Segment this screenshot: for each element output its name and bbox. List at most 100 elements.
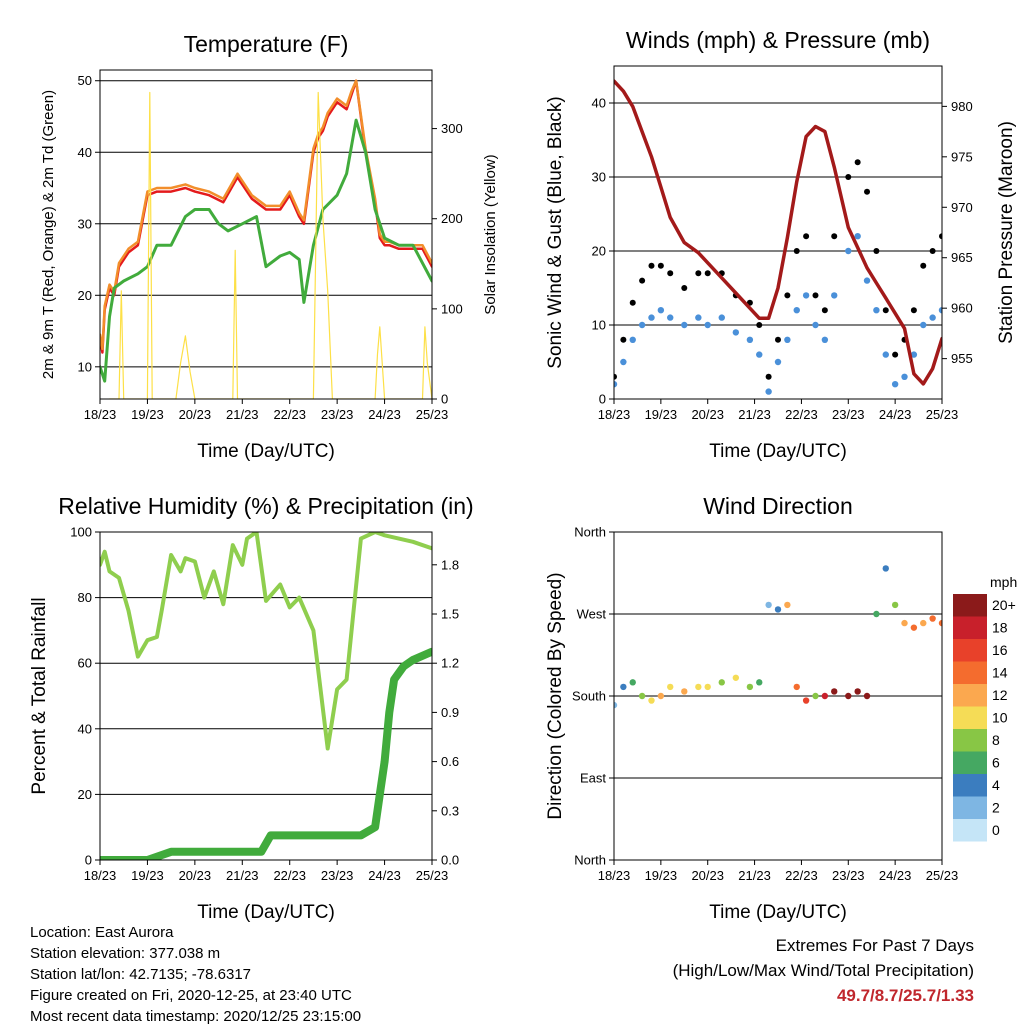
point-gust bbox=[704, 270, 711, 277]
point-direction bbox=[863, 692, 871, 700]
x-tick-label: 23/23 bbox=[321, 868, 354, 883]
x-tick-label: 25/23 bbox=[926, 407, 959, 422]
y-tick-label: 0 bbox=[85, 853, 92, 868]
x-tick-label: 23/23 bbox=[832, 407, 865, 422]
point-wind bbox=[704, 321, 711, 329]
x-tick-label: 20/23 bbox=[179, 407, 212, 422]
point-gust bbox=[882, 307, 889, 314]
point-wind bbox=[629, 336, 636, 343]
point-gust bbox=[648, 262, 655, 269]
timestamp-text: Most recent data timestamp: 2020/12/25 2… bbox=[30, 1008, 362, 1025]
x-tick-label: 20/23 bbox=[179, 868, 212, 883]
point-gust bbox=[910, 307, 917, 314]
location-text: Location: East Aurora bbox=[30, 924, 174, 941]
legend-label: 14 bbox=[992, 665, 1008, 681]
y-right-tick-label: 0.9 bbox=[441, 705, 459, 720]
legend-label: 6 bbox=[992, 755, 1000, 771]
point-gust bbox=[864, 188, 871, 195]
y-tick-label: North bbox=[574, 853, 606, 868]
point-direction bbox=[812, 692, 819, 700]
elevation-text: Station elevation: 377.038 m bbox=[30, 945, 221, 962]
point-wind bbox=[831, 292, 838, 299]
point-gust bbox=[831, 233, 838, 240]
y-right-tick-label: 0.3 bbox=[441, 803, 459, 818]
y-tick-label: 40 bbox=[592, 96, 606, 111]
y-tick-label: 60 bbox=[78, 656, 92, 671]
chart-title: Temperature (F) bbox=[184, 31, 349, 57]
point-wind bbox=[901, 373, 908, 380]
point-direction bbox=[802, 697, 810, 704]
point-gust bbox=[756, 322, 763, 328]
point-direction bbox=[638, 692, 646, 700]
x-tick-label: 19/23 bbox=[131, 868, 164, 883]
series-solar-insolation bbox=[108, 91, 432, 399]
point-gust bbox=[775, 336, 781, 343]
point-gust bbox=[765, 373, 772, 380]
legend-label: 20+ bbox=[992, 597, 1016, 613]
y-right-tick-label: 300 bbox=[441, 121, 463, 136]
legend-label: 0 bbox=[992, 822, 1000, 838]
legend-label: 8 bbox=[992, 732, 1000, 748]
extremes-values: 49.7/8.7/25.7/1.33 bbox=[836, 986, 974, 1005]
panel-1: 10 20 30 40 50 0 100 200 300 18/23 19/23 20/23 21/23… bbox=[40, 31, 499, 462]
x-tick-label: 18/23 bbox=[84, 868, 117, 883]
legend-label: 16 bbox=[992, 642, 1008, 658]
x-tick-label: 19/23 bbox=[131, 407, 164, 422]
point-gust bbox=[812, 292, 819, 299]
x-tick-label: 25/23 bbox=[416, 868, 449, 883]
y-right-tick-label: 970 bbox=[951, 200, 973, 215]
y-tick-label: 20 bbox=[78, 288, 92, 303]
y-right-tick-label: 960 bbox=[951, 301, 973, 316]
panel-3: 0 20 40 60 80 100 0.0 0.3 0.6 0.9 1.2 1.5 1.8 18/23 19… bbox=[29, 493, 474, 923]
point-direction bbox=[910, 624, 918, 631]
x-tick-label: 25/23 bbox=[926, 868, 959, 883]
x-axis-label: Time (Day/UTC) bbox=[197, 441, 335, 462]
point-wind bbox=[845, 247, 852, 255]
point-wind bbox=[802, 292, 810, 299]
point-wind bbox=[648, 314, 655, 321]
legend-title: mph bbox=[990, 574, 1017, 590]
point-direction bbox=[746, 683, 754, 691]
legend-label: 4 bbox=[992, 777, 1000, 793]
point-direction bbox=[732, 674, 740, 681]
point-direction bbox=[756, 679, 763, 686]
legend-label: 10 bbox=[992, 710, 1008, 726]
x-tick-label: 21/23 bbox=[738, 407, 771, 422]
point-direction bbox=[681, 688, 688, 695]
x-tick-label: 21/23 bbox=[738, 868, 771, 883]
legend-swatch bbox=[953, 616, 987, 639]
point-gust bbox=[892, 351, 899, 358]
created-text: Figure created on Fri, 2020-12-25, at 23… bbox=[30, 987, 352, 1004]
point-direction bbox=[765, 601, 772, 609]
latlon-text: Station lat/lon: 42.7135; -78.6317 bbox=[30, 966, 252, 983]
y-tick-label: 30 bbox=[592, 170, 606, 185]
point-gust bbox=[681, 285, 688, 291]
legend-swatch bbox=[953, 819, 987, 842]
legend-swatch bbox=[953, 684, 987, 707]
y-right-tick-label: 1.5 bbox=[441, 607, 459, 622]
point-gust bbox=[667, 270, 674, 277]
point-direction bbox=[648, 697, 655, 704]
point-wind bbox=[746, 336, 754, 343]
y-right-tick-label: 100 bbox=[441, 301, 463, 316]
point-direction bbox=[695, 683, 702, 691]
y-right-tick-label: 965 bbox=[951, 250, 973, 265]
plot-frame bbox=[613, 531, 943, 861]
point-direction bbox=[901, 619, 908, 627]
point-direction bbox=[657, 692, 665, 700]
point-wind bbox=[873, 307, 880, 314]
point-direction bbox=[845, 692, 852, 700]
point-wind bbox=[667, 314, 674, 321]
extremes-box: Extremes For Past 7 Days (High/Low/Max W… bbox=[673, 933, 974, 1008]
point-gust bbox=[845, 174, 852, 180]
point-gust bbox=[793, 248, 800, 254]
point-direction bbox=[774, 606, 782, 613]
y-axis-label: Direction (Colored By Speed) bbox=[545, 572, 566, 819]
y-tick-label: 50 bbox=[78, 73, 92, 88]
chart-title: Relative Humidity (%) & Precipitation (i… bbox=[58, 493, 473, 519]
point-gust bbox=[854, 159, 861, 166]
x-tick-label: 22/23 bbox=[785, 407, 818, 422]
x-tick-label: 22/23 bbox=[273, 407, 306, 422]
point-direction bbox=[718, 679, 725, 686]
